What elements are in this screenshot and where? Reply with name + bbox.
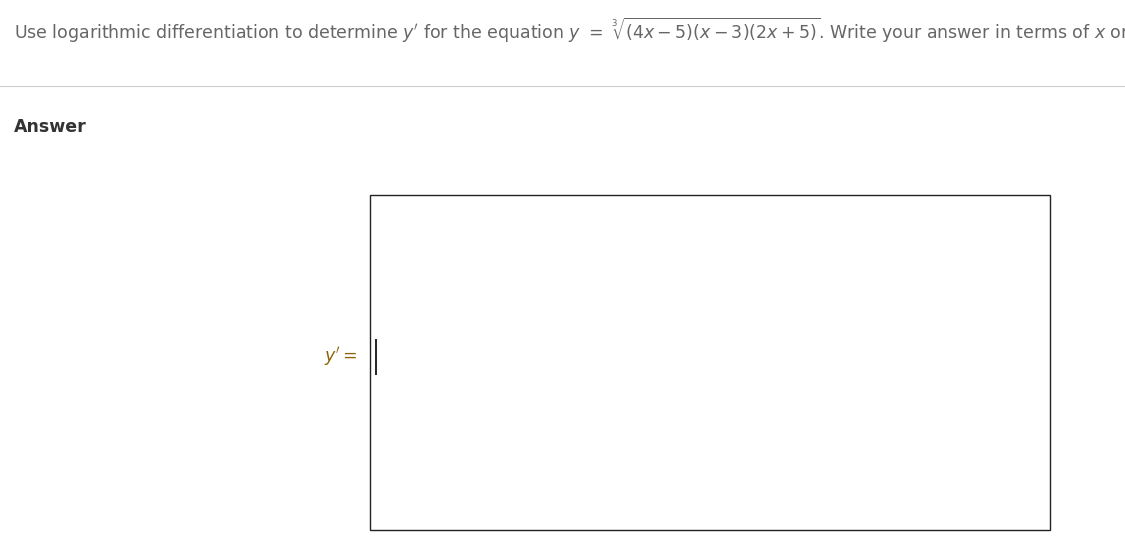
Text: $y' =$: $y' =$: [324, 345, 358, 368]
Text: Answer: Answer: [14, 118, 87, 136]
Text: Use logarithmic differentiation to determine $y'$ for the equation $y\ =\ \sqrt[: Use logarithmic differentiation to deter…: [14, 16, 1125, 45]
Bar: [370, 195, 1050, 530]
